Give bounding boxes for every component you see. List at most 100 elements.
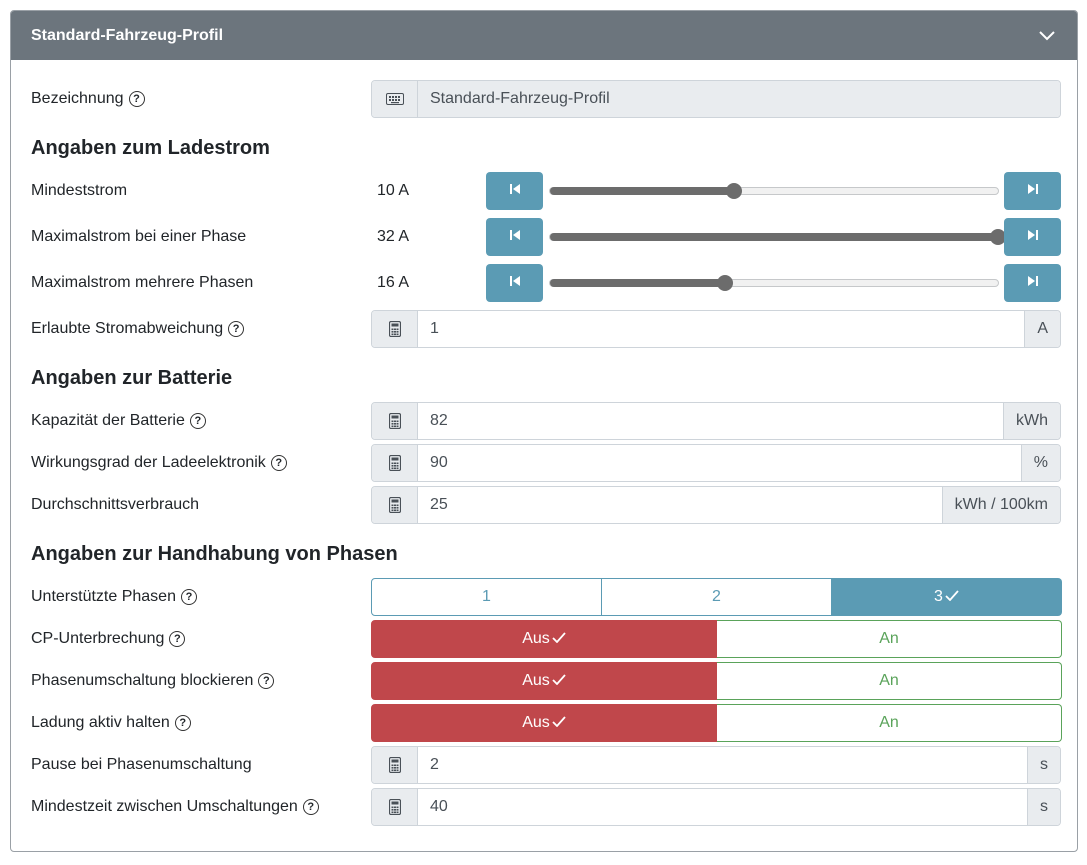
check-icon <box>552 672 566 690</box>
efficiency-unit: % <box>1020 445 1060 481</box>
min-current-value: 10 A <box>377 182 410 199</box>
max-current-multi-phase-label: Maximalstrom mehrere Phasen <box>31 274 254 291</box>
pause-phase-switch-row: Pause bei Phasenumschaltung s <box>11 746 1077 784</box>
keep-charging-on-button[interactable]: An <box>717 704 1062 742</box>
designation-label: Bezeichnung? <box>31 80 145 118</box>
efficiency-field: % <box>371 444 1061 482</box>
avg-consumption-unit: kWh / 100km <box>941 487 1060 523</box>
block-phase-switch-on-button[interactable]: An <box>717 662 1062 700</box>
phase-option-2[interactable]: 2 <box>602 578 832 616</box>
help-icon[interactable]: ? <box>270 455 287 471</box>
max-current-multi-phase-decrease-button[interactable] <box>486 264 543 302</box>
allowed-deviation-field: A <box>371 310 1061 348</box>
min-current-decrease-button[interactable] <box>486 172 543 210</box>
min-current-row: Mindeststrom 10 A <box>11 172 1077 210</box>
cp-interrupt-row: CP-Unterbrechung? Aus An <box>11 620 1077 658</box>
calculator-icon <box>372 445 418 481</box>
min-current-increase-button[interactable] <box>1004 172 1061 210</box>
supported-phases-row: Unterstützte Phasen? 1 2 3 <box>11 578 1077 616</box>
help-icon[interactable]: ? <box>180 589 197 605</box>
max-current-multi-phase-increase-button[interactable] <box>1004 264 1061 302</box>
slider-thumb[interactable] <box>725 183 742 199</box>
block-phase-switch-toggle: Aus An <box>371 662 1062 700</box>
check-icon <box>552 714 566 732</box>
check-icon <box>552 630 566 648</box>
step-backward-icon <box>509 182 521 200</box>
max-current-one-phase-decrease-button[interactable] <box>486 218 543 256</box>
min-time-switch-field: s <box>371 788 1061 826</box>
efficiency-row: Wirkungsgrad der Ladeelektronik? % <box>11 444 1077 482</box>
min-time-switch-input[interactable] <box>418 789 1027 825</box>
battery-capacity-unit: kWh <box>1003 403 1060 439</box>
max-current-one-phase-label: Maximalstrom bei einer Phase <box>31 228 247 245</box>
supported-phases-label: Unterstützte Phasen? <box>31 578 197 616</box>
max-current-multi-phase-row: Maximalstrom mehrere Phasen 16 A <box>11 264 1077 302</box>
max-current-one-phase-increase-button[interactable] <box>1004 218 1061 256</box>
vehicle-profile-card: Standard-Fahrzeug-Profil Bezeichnung? An… <box>10 10 1078 852</box>
cp-interrupt-toggle: Aus An <box>371 620 1062 658</box>
efficiency-input[interactable] <box>418 445 1021 481</box>
pause-phase-switch-field: s <box>371 746 1061 784</box>
card-title: Standard-Fahrzeug-Profil <box>31 26 224 44</box>
pause-phase-switch-input[interactable] <box>418 747 1027 783</box>
min-time-switch-label: Mindestzeit zwischen Umschaltungen? <box>31 788 319 826</box>
phase-option-3[interactable]: 3 <box>832 578 1062 616</box>
help-icon[interactable]: ? <box>128 91 145 107</box>
keep-charging-toggle: Aus An <box>371 704 1062 742</box>
chevron-down-icon[interactable] <box>1037 26 1057 46</box>
max-current-multi-phase-slider[interactable] <box>549 275 999 291</box>
battery-capacity-row: Kapazität der Batterie? kWh <box>11 402 1077 440</box>
battery-capacity-label: Kapazität der Batterie? <box>31 402 206 440</box>
section-charging-current: Angaben zum Ladestrom <box>31 137 270 159</box>
max-current-one-phase-row: Maximalstrom bei einer Phase 32 A <box>11 218 1077 256</box>
slider-fill <box>550 279 725 287</box>
help-icon[interactable]: ? <box>258 673 275 689</box>
slider-thumb[interactable] <box>716 275 733 291</box>
step-forward-icon <box>1027 274 1039 292</box>
pause-phase-switch-unit: s <box>1027 747 1060 783</box>
help-icon[interactable]: ? <box>302 799 319 815</box>
keep-charging-label: Ladung aktiv halten? <box>31 704 191 742</box>
check-icon <box>945 588 959 606</box>
designation-input[interactable] <box>418 81 1060 117</box>
phase-option-1[interactable]: 1 <box>371 578 602 616</box>
slider-fill <box>550 187 734 195</box>
min-current-slider[interactable] <box>549 183 999 199</box>
allowed-deviation-label: Erlaubte Stromabweichung? <box>31 310 245 348</box>
avg-consumption-input[interactable] <box>418 487 942 523</box>
keyboard-icon <box>372 81 418 117</box>
max-current-one-phase-slider[interactable] <box>549 229 1006 245</box>
cp-interrupt-on-button[interactable]: An <box>717 620 1062 658</box>
cp-interrupt-off-button[interactable]: Aus <box>371 620 717 658</box>
allowed-deviation-input[interactable] <box>418 311 1025 347</box>
designation-row: Bezeichnung? <box>11 80 1077 118</box>
section-battery: Angaben zur Batterie <box>31 367 233 389</box>
battery-capacity-field: kWh <box>371 402 1061 440</box>
min-time-switch-unit: s <box>1027 789 1060 825</box>
battery-capacity-input[interactable] <box>418 403 1003 439</box>
keep-charging-off-button[interactable]: Aus <box>371 704 717 742</box>
avg-consumption-field: kWh / 100km <box>371 486 1061 524</box>
block-phase-switch-off-button[interactable]: Aus <box>371 662 717 700</box>
keep-charging-row: Ladung aktiv halten? Aus An <box>11 704 1077 742</box>
avg-consumption-label: Durchschnittsverbrauch <box>31 496 200 513</box>
help-icon[interactable]: ? <box>169 631 186 647</box>
help-icon[interactable]: ? <box>174 715 191 731</box>
step-forward-icon <box>1027 182 1039 200</box>
calculator-icon <box>372 311 418 347</box>
calculator-icon <box>372 789 418 825</box>
help-icon[interactable]: ? <box>228 321 245 337</box>
card-header[interactable]: Standard-Fahrzeug-Profil <box>11 11 1077 60</box>
calculator-icon <box>372 747 418 783</box>
efficiency-label: Wirkungsgrad der Ladeelektronik? <box>31 444 287 482</box>
max-current-multi-phase-value: 16 A <box>377 274 410 291</box>
help-icon[interactable]: ? <box>189 413 206 429</box>
step-forward-icon <box>1027 228 1039 246</box>
section-phases: Angaben zur Handhabung von Phasen <box>31 543 398 565</box>
pause-phase-switch-label: Pause bei Phasenumschaltung <box>31 756 252 773</box>
max-current-one-phase-value: 32 A <box>377 228 410 245</box>
calculator-icon <box>372 403 418 439</box>
step-backward-icon <box>509 228 521 246</box>
block-phase-switch-label: Phasenumschaltung blockieren? <box>31 662 275 700</box>
slider-thumb[interactable] <box>990 229 1006 245</box>
